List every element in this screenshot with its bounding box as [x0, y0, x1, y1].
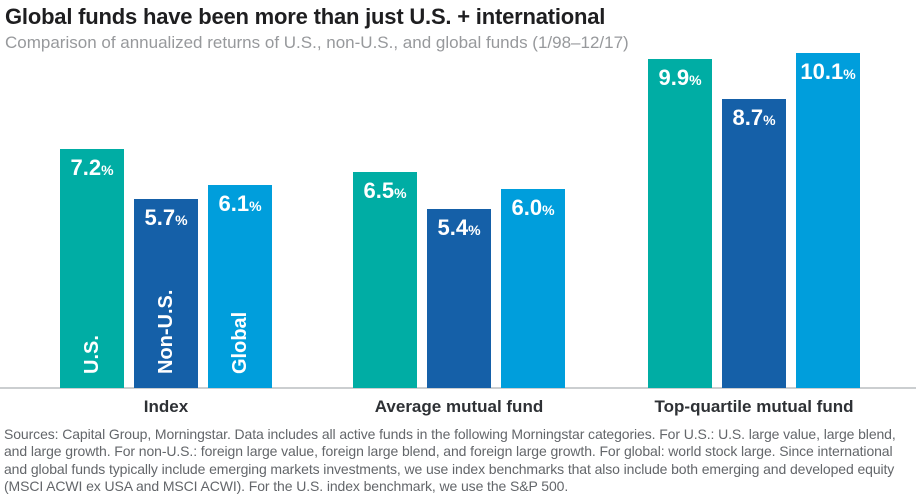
- x-axis-line: [0, 387, 916, 389]
- bar-value-label: 5.7%: [144, 205, 188, 230]
- bar-index-global: 6.1% Global: [208, 185, 272, 388]
- page-subtitle: Comparison of annualized returns of U.S.…: [5, 33, 629, 52]
- page-title: Global funds have been more than just U.…: [5, 4, 606, 29]
- bar-top-quartile-mutual-fund-u-s: 9.9%: [648, 59, 712, 388]
- category-label-index: Index: [143, 397, 189, 416]
- bar-top-quartile-mutual-fund-global: 10.1%: [796, 53, 860, 388]
- bar-value-label: 6.0%: [511, 195, 555, 220]
- category-label-top-quartile-mutual-fund: Top-quartile mutual fund: [654, 397, 854, 416]
- series-label-u-s: U.S.: [81, 335, 103, 374]
- bar-value-label: 8.7%: [732, 105, 776, 130]
- bar-index-non-u-s: 5.7% Non-U.S.: [134, 199, 198, 388]
- bar-top-quartile-mutual-fund-non-u-s: 8.7%: [722, 99, 786, 388]
- series-label-non-u-s: Non-U.S.: [155, 289, 177, 374]
- category-label-average-mutual-fund: Average mutual fund: [374, 397, 544, 416]
- bar-average-mutual-fund-global: 6.0%: [501, 189, 565, 388]
- bar-average-mutual-fund-non-u-s: 5.4%: [427, 209, 491, 388]
- series-label-global: Global: [229, 311, 251, 374]
- bar-value-label: 5.4%: [437, 215, 481, 240]
- bar-value-label: 7.2%: [70, 155, 114, 180]
- bar-value-label: 9.9%: [658, 65, 702, 90]
- bar-value-label: 6.1%: [218, 191, 262, 216]
- bar-value-label: 10.1%: [800, 59, 856, 84]
- bar-average-mutual-fund-u-s: 6.5%: [353, 172, 417, 388]
- bar-index-u-s: 7.2% U.S.: [60, 149, 124, 388]
- source-footnote: Sources: Capital Group, Morningstar. Dat…: [4, 426, 896, 495]
- bar-value-label: 6.5%: [363, 178, 407, 203]
